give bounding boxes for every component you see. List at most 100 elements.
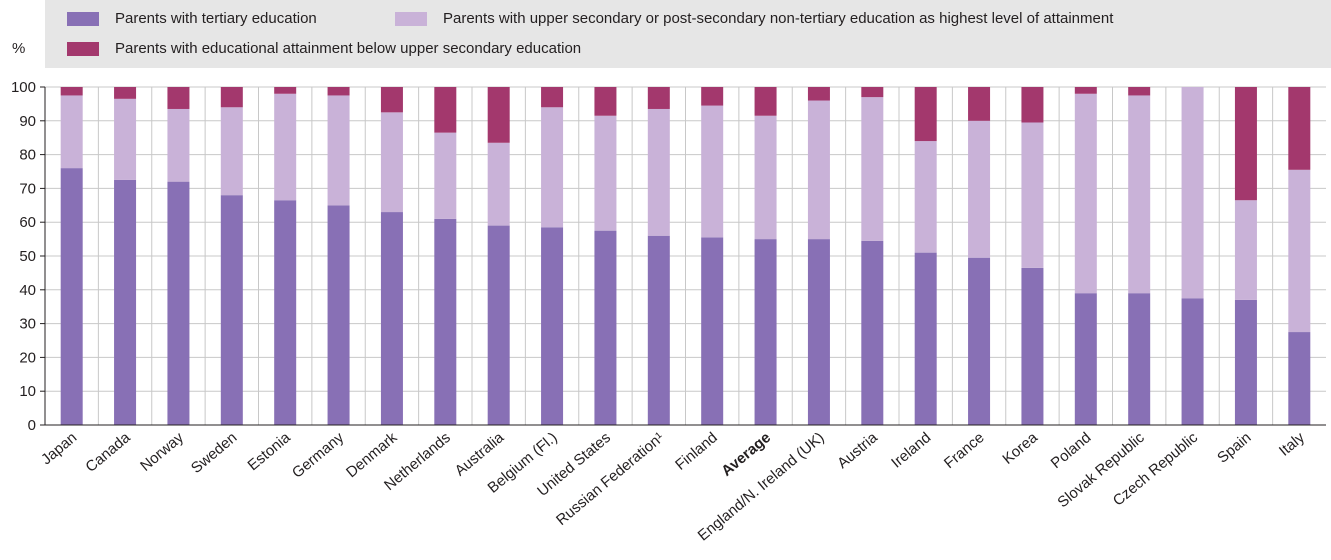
x-category-label: Finland <box>672 429 721 474</box>
bar-segment-tertiary <box>380 212 403 425</box>
bar-segment-below-upper-secondary <box>167 87 190 109</box>
legend-swatch-below-upper-secondary <box>67 41 99 56</box>
bar-segment-upper-secondary <box>541 107 564 228</box>
x-category-label: Estonia <box>244 429 294 475</box>
legend-label-below-upper-secondary: Parents with educational attainment belo… <box>115 40 582 57</box>
bar-segment-below-upper-secondary <box>647 87 670 109</box>
bar-segment-upper-secondary <box>114 98 137 180</box>
bar-segment-tertiary <box>60 168 83 425</box>
bar-segment-upper-secondary <box>861 97 884 241</box>
x-category-label: Japan <box>38 429 80 468</box>
bar-segment-below-upper-secondary <box>487 87 510 143</box>
bar-segment-tertiary <box>1181 298 1204 425</box>
bar-segment-upper-secondary <box>647 108 670 236</box>
bar-segment-below-upper-secondary <box>114 87 137 99</box>
bar-segment-below-upper-secondary <box>1234 87 1257 201</box>
x-category-label: Germany <box>289 429 348 482</box>
legend-label-tertiary: Parents with tertiary education <box>115 10 317 27</box>
legend-swatch-tertiary <box>67 11 99 26</box>
bar-segment-below-upper-secondary <box>380 87 403 113</box>
bar-segment-upper-secondary <box>1074 93 1097 294</box>
y-tick-label: 50 <box>19 248 36 265</box>
legend-item-tertiary: Parents with tertiary education <box>67 10 317 27</box>
bar-segment-upper-secondary <box>968 120 991 258</box>
bar-segment-tertiary <box>647 235 670 425</box>
bar-segment-tertiary <box>968 257 991 425</box>
bar-segment-tertiary <box>274 200 297 425</box>
bar-segment-upper-secondary <box>167 108 190 182</box>
bar-segment-tertiary <box>487 225 510 425</box>
bar-segment-upper-secondary <box>220 107 243 196</box>
bar-segment-upper-secondary <box>380 112 403 213</box>
x-category-label: Ireland <box>888 429 934 472</box>
bar-segment-upper-secondary <box>1181 87 1204 299</box>
bar-segment-upper-secondary <box>914 141 937 253</box>
bar-segment-upper-secondary <box>594 115 617 231</box>
bar-segment-below-upper-secondary <box>1074 87 1097 94</box>
legend-item-below-upper-secondary: Parents with educational attainment belo… <box>67 40 581 57</box>
bar-segment-below-upper-secondary <box>754 87 777 116</box>
bar-segment-tertiary <box>914 252 937 425</box>
bar-segment-upper-secondary <box>434 132 457 219</box>
x-category-label: Spain <box>1214 429 1254 467</box>
bar-segment-tertiary <box>327 205 350 425</box>
y-tick-label: 20 <box>19 349 36 366</box>
x-category-label: Italy <box>1276 429 1308 460</box>
bar-segment-tertiary <box>861 240 884 425</box>
bar-segment-below-upper-secondary <box>434 87 457 133</box>
bar-segment-below-upper-secondary <box>220 87 243 108</box>
bar-segment-upper-secondary <box>1234 200 1257 300</box>
bar-segment-tertiary <box>114 179 137 425</box>
x-category-label: Austria <box>834 429 881 472</box>
legend-item-upper-secondary: Parents with upper secondary or post-sec… <box>395 10 1113 27</box>
y-tick-label: 30 <box>19 316 36 333</box>
bar-segment-below-upper-secondary <box>861 87 884 98</box>
x-category-label: Korea <box>999 429 1041 468</box>
bar-segment-upper-secondary <box>701 105 724 238</box>
bar-segment-tertiary <box>754 239 777 425</box>
x-category-label: Poland <box>1048 429 1095 472</box>
axes <box>40 86 1326 426</box>
bar-segment-upper-secondary <box>807 100 830 240</box>
bar-segment-below-upper-secondary <box>701 87 724 106</box>
bar-segment-below-upper-secondary <box>541 87 564 108</box>
bar-segment-tertiary <box>434 218 457 425</box>
bar-segment-upper-secondary <box>754 115 777 240</box>
legend: Parents with tertiary education Parents … <box>45 0 1331 68</box>
bar-segment-tertiary <box>1021 267 1044 425</box>
bar-segment-below-upper-secondary <box>60 87 83 96</box>
bar-segment-below-upper-secondary <box>327 87 350 96</box>
bar-segment-tertiary <box>1128 293 1151 425</box>
bar-segment-below-upper-secondary <box>914 87 937 142</box>
bar-segment-tertiary <box>220 195 243 425</box>
x-category-label: Sweden <box>188 429 240 477</box>
x-category-label: Norway <box>137 429 187 475</box>
bars <box>60 87 1311 425</box>
bar-segment-tertiary <box>541 227 564 425</box>
x-category-label: France <box>941 429 988 472</box>
y-tick-label: 90 <box>19 113 36 130</box>
bar-segment-tertiary <box>807 239 830 425</box>
bar-segment-tertiary <box>167 181 190 425</box>
bar-segment-tertiary <box>1074 293 1097 425</box>
bar-segment-below-upper-secondary <box>1128 87 1151 96</box>
bar-segment-upper-secondary <box>1288 169 1311 333</box>
y-tick-label: 40 <box>19 282 36 299</box>
y-tick-label: 100 <box>11 79 36 96</box>
bar-segment-below-upper-secondary <box>594 87 617 116</box>
bar-segment-upper-secondary <box>60 95 83 169</box>
y-tick-label: 70 <box>19 180 36 197</box>
y-axis-unit-label: % <box>12 40 25 57</box>
bar-segment-upper-secondary <box>274 93 297 201</box>
bar-segment-below-upper-secondary <box>1021 87 1044 123</box>
bar-segment-below-upper-secondary <box>968 87 991 121</box>
bar-segment-tertiary <box>1288 332 1311 425</box>
legend-swatch-upper-secondary <box>395 11 427 26</box>
gridlines <box>45 86 1326 425</box>
legend-label-upper-secondary: Parents with upper secondary or post-sec… <box>443 10 1114 27</box>
bar-segment-tertiary <box>701 237 724 425</box>
y-tick-label: 0 <box>28 417 36 434</box>
bar-segment-upper-secondary <box>1021 122 1044 268</box>
bar-segment-tertiary <box>1234 299 1257 425</box>
